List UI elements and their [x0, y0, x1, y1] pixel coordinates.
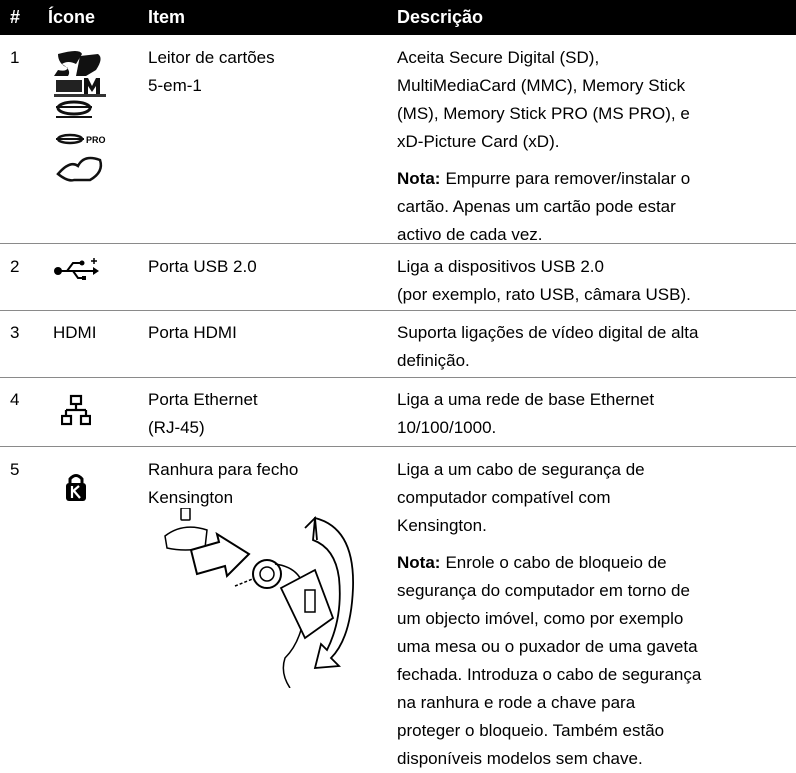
header-cell: #	[10, 7, 21, 27]
description-line: Liga a um cabo de segurança de	[397, 460, 645, 479]
item-name: Leitor de cartões	[148, 48, 275, 67]
note-line: um objecto imóvel, como por exemplo	[397, 609, 684, 628]
description-line: xD-Picture Card (xD).	[397, 132, 560, 151]
table-header	[0, 0, 796, 35]
description-line: (MS), Memory Stick PRO (MS PRO), e	[397, 104, 690, 123]
description-line: MultiMediaCard (MMC), Memory Stick	[397, 76, 686, 95]
header-cell: Descrição	[397, 7, 484, 27]
item-name: Porta Ethernet	[148, 390, 258, 409]
note-text: Empurre para remover/instalar o	[445, 169, 691, 188]
row-number: 5	[10, 460, 20, 479]
header-cell: Ícone	[48, 7, 96, 27]
description-line: (por exemplo, rato USB, câmara USB).	[397, 285, 691, 304]
note-line: disponíveis modelos sem chave.	[397, 749, 643, 768]
row-number: 2	[10, 257, 20, 276]
note-line: segurança do computador em torno de	[397, 581, 690, 600]
description-line: Aceita Secure Digital (SD),	[397, 48, 600, 67]
row-separator	[0, 243, 796, 244]
kensington-illustration	[164, 508, 354, 688]
note-line: activo de cada vez.	[397, 225, 543, 244]
row-separator	[0, 310, 796, 311]
note-line: Nota: Enrole o cabo de bloqueio de	[397, 549, 667, 577]
note-line: Nota: Empurre para remover/instalar o	[397, 165, 690, 193]
item-name: (RJ-45)	[148, 418, 205, 437]
description-line: Suporta ligações de vídeo digital de alt…	[397, 323, 699, 342]
row-separator	[0, 377, 796, 378]
note-line: fechada. Introduza o cabo de segurança	[397, 665, 702, 684]
row-number: 1	[10, 48, 20, 67]
row-number: 4	[10, 390, 20, 409]
icon-text: HDMI	[53, 323, 97, 342]
description-line: 10/100/1000.	[397, 418, 497, 437]
note-line: na ranhura e rode a chave para	[397, 693, 636, 712]
note-line: cartão. Apenas um cartão pode estar	[397, 197, 676, 216]
description-line: Liga a dispositivos USB 2.0	[397, 257, 604, 276]
description-line: definição.	[397, 351, 470, 370]
note-line: proteger o bloqueio. Também estão	[397, 721, 665, 740]
card-logos	[54, 51, 106, 182]
usb-icon	[54, 258, 99, 280]
item-name: Kensington	[148, 488, 234, 507]
ethernet-icon	[61, 394, 91, 426]
description-line: Kensington.	[397, 516, 487, 535]
header-cell: Item	[148, 7, 186, 27]
note-label: Nota:	[397, 553, 441, 572]
note-text: Enrole o cabo de bloqueio de	[445, 553, 667, 572]
kensington-icon	[66, 474, 86, 501]
item-name: Ranhura para fecho	[148, 460, 299, 479]
item-name: 5-em-1	[148, 76, 202, 95]
description-line: Liga a uma rede de base Ethernet	[397, 390, 655, 409]
note-label: Nota:	[397, 169, 441, 188]
item-name: Porta USB 2.0	[148, 257, 257, 276]
note-line: uma mesa ou o puxador de uma gaveta	[397, 637, 698, 656]
row-number: 3	[10, 323, 20, 342]
item-name: Porta HDMI	[148, 323, 237, 342]
description-line: computador compatível com	[397, 488, 611, 507]
row-separator	[0, 446, 796, 447]
icon-text: PRO	[86, 135, 106, 145]
